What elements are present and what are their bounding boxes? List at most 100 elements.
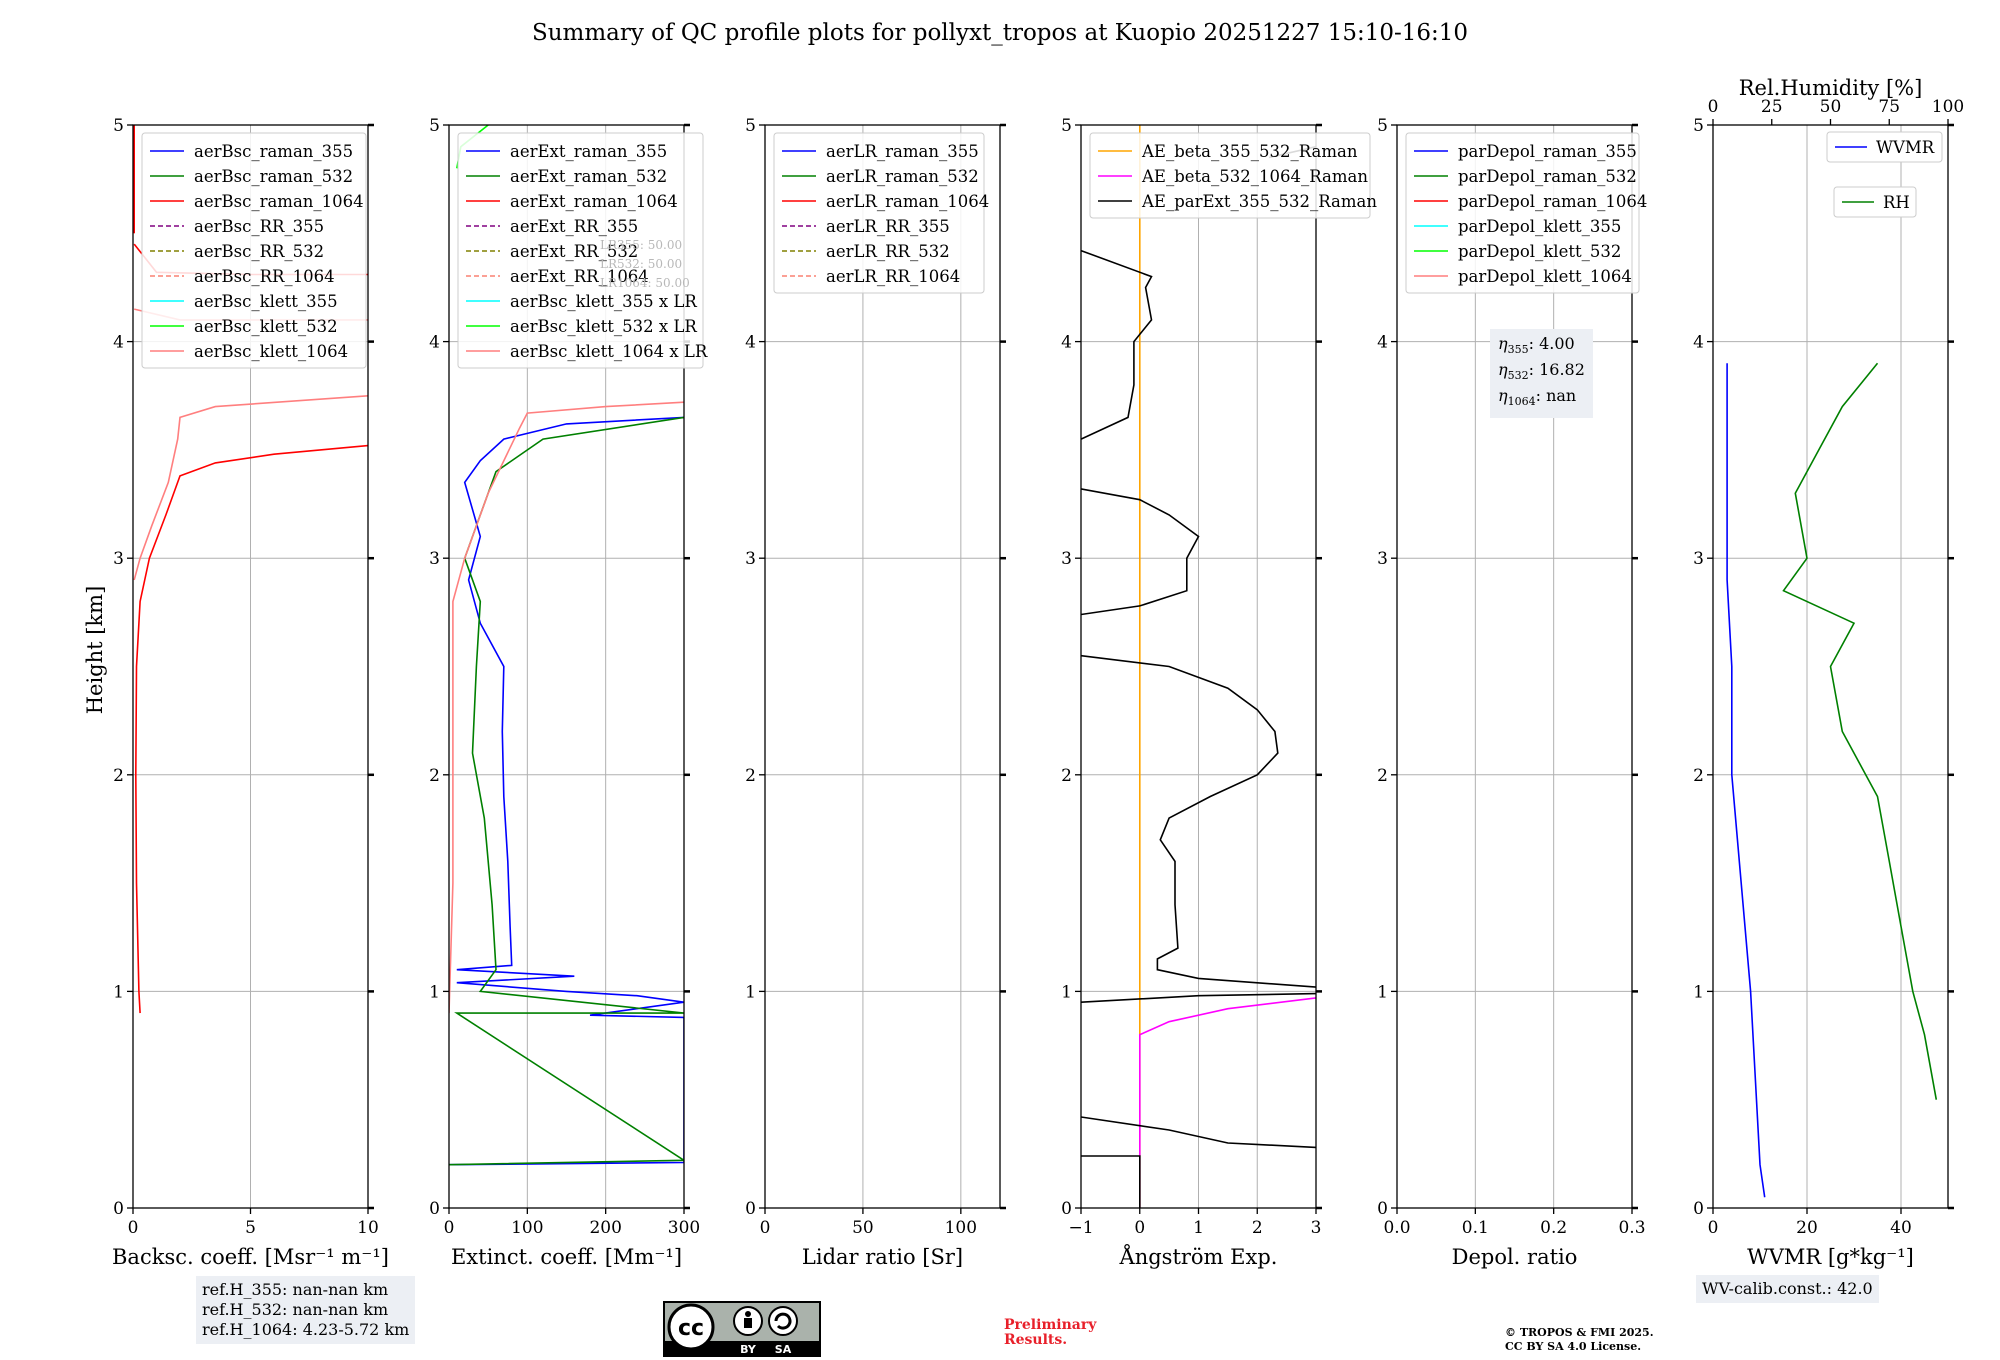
axes-frame — [764, 124, 1001, 1209]
figure-title: Summary of QC profile plots for pollyxt_… — [531, 20, 1469, 46]
legend-box — [457, 132, 704, 369]
legend-label: parDepol_klett_1064 — [1458, 267, 1632, 286]
eta-355: η355: 4.00 — [1498, 334, 1575, 357]
y-tick-label: 3 — [1061, 549, 1072, 569]
legend-angstrom: AE_beta_355_532_Raman AE_beta_532_1064_Ra… — [1089, 132, 1377, 219]
y-tick-label: 4 — [1061, 333, 1072, 353]
y-tick-label: 2 — [1061, 766, 1072, 786]
x-tick-label: 50 — [852, 1218, 874, 1238]
sa-share-arrow — [774, 1312, 792, 1330]
x-axis-label: Lidar ratio [Sr] — [802, 1245, 963, 1269]
series-group — [1726, 362, 1938, 1198]
x-tick-label: 0 — [128, 1218, 139, 1238]
y-tick-label: 2 — [745, 766, 756, 786]
x-tick-label: 0 — [444, 1218, 455, 1238]
ref-h-355: ref.H_355: nan-nan km — [202, 1280, 389, 1299]
y-tick-label: 4 — [113, 333, 124, 353]
series-wvmr — [1726, 363, 1766, 1198]
x-tick-label: 3 — [1311, 1218, 1322, 1238]
axes-frame — [448, 124, 685, 1209]
eta-1064: η1064: nan — [1498, 386, 1577, 409]
legend-label: aerLR_RR_355 — [826, 217, 950, 236]
x-tick-label: 0.3 — [1618, 1218, 1645, 1238]
x-tick-label: 200 — [589, 1218, 621, 1238]
x-tick-label: 100 — [511, 1218, 543, 1238]
y-tick-label: 5 — [113, 116, 124, 136]
by-person-body — [744, 1318, 752, 1328]
preliminary-line-2: Results. — [1004, 1332, 1068, 1348]
top-tick-label: 25 — [1761, 97, 1783, 117]
legend-box — [1405, 132, 1640, 294]
legend-box — [1089, 132, 1371, 219]
series-aerbsc-klett-1064-x-lr — [449, 401, 684, 1014]
y-tick-label: 1 — [1377, 982, 1388, 1002]
eta-1064-value: nan — [1546, 386, 1577, 406]
series-rh — [1782, 362, 1938, 1100]
legend-extinction: aerExt_raman_355 aerExt_raman_532 aerExt_r… — [457, 132, 708, 369]
legend-label: parDepol_raman_532 — [1458, 167, 1637, 186]
x-axis-label: WVMR [g*kg⁻¹] — [1747, 1245, 1914, 1269]
lr-annotation: LR1064: 50.00 — [600, 276, 690, 290]
legend-label: parDepol_klett_355 — [1458, 217, 1621, 236]
panel-backscatter: 0 1 2 3 4 5 0 5 10 Backsc. coeff. [Msr⁻¹ m⁻¹] aerB… — [112, 116, 389, 1269]
copyright-note: © TROPOS & FMI 2025. CC BY SA 4.0 Licens… — [1505, 1326, 1654, 1354]
sa-share-icon — [768, 1306, 798, 1336]
legend-box — [1826, 131, 1943, 163]
top-tick-label: 0 — [1708, 97, 1719, 117]
series-ae-parext-355-532-raman — [1081, 1155, 1141, 1208]
legend-label: aerExt_RR_355 — [510, 217, 638, 236]
y-tick-label: 2 — [1693, 766, 1704, 786]
x-tick-label: 10 — [357, 1218, 379, 1238]
legend-label: aerBsc_raman_532 — [194, 167, 353, 186]
y-tick-label: 5 — [429, 116, 440, 136]
x-tick-label: 300 — [668, 1218, 700, 1238]
legend-box — [141, 132, 367, 369]
y-tick-label: 5 — [745, 116, 756, 136]
y-tick-label: 0 — [1061, 1199, 1072, 1219]
wv-calib-box: WV-calib.const.: 42.0 — [1696, 1275, 1879, 1303]
series-ae-parext-355-532-raman-1km- — [1081, 992, 1316, 1003]
y-tick-label: 0 — [745, 1199, 756, 1219]
legend-label: parDepol_raman_355 — [1458, 142, 1637, 161]
cc-badge-by: BY — [740, 1343, 757, 1356]
x-tick-label: 100 — [945, 1218, 977, 1238]
cc-license-badge: cc BY SA — [663, 1301, 821, 1357]
y-tick-label: 5 — [1377, 116, 1388, 136]
x-tick-label: 0.1 — [1462, 1218, 1489, 1238]
eta-box: η355: 4.00 η532: 16.82 η1064: nan — [1490, 329, 1593, 418]
y-tick-label: 0 — [1377, 1199, 1388, 1219]
y-tick-label: 2 — [429, 766, 440, 786]
top-axis-label: Rel.Humidity [%] — [1739, 76, 1923, 100]
ref-h-1064: ref.H_1064: 4.23-5.72 km — [202, 1320, 410, 1339]
y-tick-label: 5 — [1693, 116, 1704, 136]
x-tick-label: 2 — [1252, 1218, 1263, 1238]
legend-label: aerLR_RR_1064 — [826, 267, 960, 286]
lr-annotation: LR355: 50.00 — [600, 238, 682, 252]
panel-extinction: 0 1 2 3 4 5 0 100 200 300 Extinct. coeff. [Mm⁻¹] ae… — [429, 116, 708, 1269]
x-axis-label: Backsc. coeff. [Msr⁻¹ m⁻¹] — [112, 1245, 389, 1269]
wv-calib-text: WV-calib.const.: 42.0 — [1702, 1279, 1873, 1298]
legend-label: aerBsc_raman_1064 — [194, 192, 364, 211]
lr-annotation: LR532: 50.00 — [600, 257, 682, 271]
legend-label: aerBsc_klett_355 x LR — [510, 292, 697, 311]
top-tick-label: 75 — [1878, 97, 1900, 117]
legend-label: aerLR_raman_532 — [826, 167, 979, 186]
legend-label: WVMR — [1876, 138, 1935, 157]
legend-label: aerBsc_klett_532 — [194, 317, 338, 336]
by-person-head — [745, 1311, 751, 1317]
legend-label: aerBsc_klett_1064 x LR — [510, 342, 708, 361]
legend-label: aerExt_raman_1064 — [510, 192, 678, 211]
legend-label: RH — [1883, 193, 1910, 212]
y-tick-label: 0 — [429, 1199, 440, 1219]
cc-badge-cc: cc — [678, 1316, 704, 1341]
y-tick-label: 3 — [745, 549, 756, 569]
series-ae-parext-355-532-raman-3km- — [1081, 488, 1200, 616]
legend-label: aerLR_raman_1064 — [826, 192, 989, 211]
legend-label: aerBsc_RR_532 — [194, 242, 324, 261]
x-tick-label: 0 — [760, 1218, 771, 1238]
y-tick-label: 3 — [1377, 549, 1388, 569]
axes-frame — [1396, 124, 1633, 1209]
x-axis-label: Ångström Exp. — [1119, 1244, 1278, 1269]
legend-label: aerBsc_RR_355 — [194, 217, 324, 236]
